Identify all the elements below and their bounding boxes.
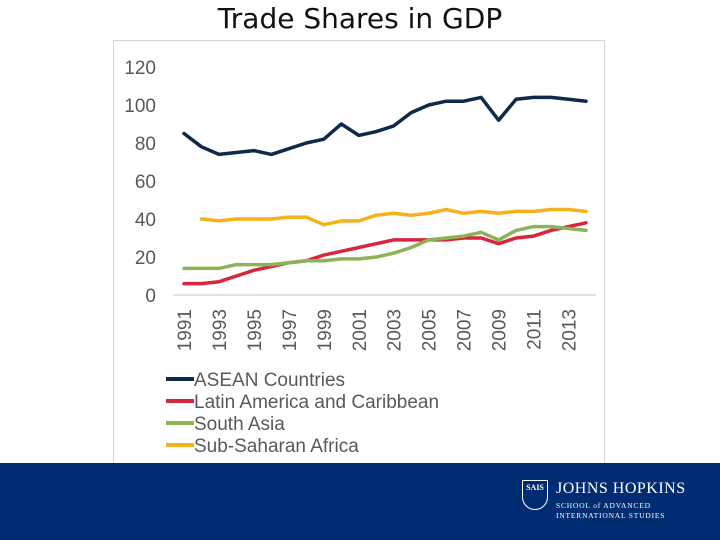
- x-tick-label: 2009: [490, 309, 511, 351]
- x-tick-label: 1995: [245, 309, 266, 351]
- y-tick-label: 100: [124, 96, 156, 117]
- x-tick-label: 2001: [350, 309, 371, 351]
- slide-title: Trade Shares in GDP: [217, 2, 503, 35]
- legend-label: ASEAN Countries: [194, 370, 345, 391]
- x-axis-tick-labels: 1991 1993 1995 1997 1999 2001 2003 2005 2007 2009…: [175, 309, 581, 351]
- x-tick-label: 1997: [280, 309, 301, 351]
- chart-panel: 0 20 40 60 80 100 120 1991 1993 1995 1997 1999 2001…: [113, 40, 605, 465]
- x-tick-label: 1991: [175, 309, 196, 351]
- series-line-asean-countries: [182, 95, 588, 157]
- footer-band: [0, 463, 720, 540]
- x-tick-label: 1993: [210, 309, 231, 351]
- y-tick-label: 0: [145, 286, 156, 307]
- legend-label: South Asia: [194, 414, 285, 435]
- x-tick-label: 2013: [560, 309, 581, 351]
- jhu-sais-logo: SAIS JOHNS HOPKINS SCHOOL of ADVANCED IN…: [522, 480, 712, 524]
- logo-subtitle-line-1: SCHOOL of ADVANCED: [556, 501, 651, 510]
- logo-name: JOHNS HOPKINS: [556, 480, 686, 497]
- series-line-south-asia: [182, 224, 588, 271]
- shield-icon: SAIS: [522, 480, 548, 510]
- y-tick-label: 80: [135, 134, 156, 155]
- series-line-latin-america-and-caribbean: [182, 221, 588, 286]
- x-tick-label: 2005: [420, 309, 441, 351]
- line-chart: 0 20 40 60 80 100 120 1991 1993 1995 1997 1999 2001…: [124, 58, 596, 457]
- x-tick-label: 2011: [525, 309, 546, 350]
- y-tick-label: 20: [135, 248, 156, 269]
- logo-subtitle-line-2: INTERNATIONAL STUDIES: [556, 511, 666, 520]
- y-tick-label: 40: [135, 210, 156, 231]
- series-lines: [182, 95, 588, 286]
- x-tick-label: 1999: [315, 309, 336, 351]
- x-tick-label: 2007: [455, 309, 476, 351]
- series-line-sub-saharan-africa: [199, 207, 588, 227]
- legend-label: Latin America and Caribbean: [194, 392, 439, 413]
- y-tick-label: 60: [135, 172, 156, 193]
- y-tick-label: 120: [124, 58, 156, 79]
- x-tick-label: 2003: [385, 309, 406, 351]
- y-axis-tick-labels: 0 20 40 60 80 100 120: [124, 58, 156, 307]
- legend-label: Sub-Saharan Africa: [194, 436, 359, 457]
